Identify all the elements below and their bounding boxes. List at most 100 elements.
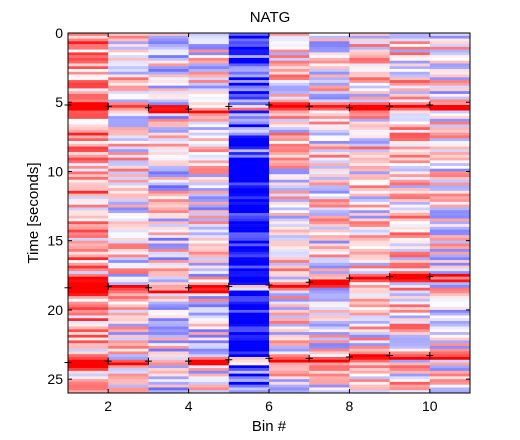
heatmap-cell: [429, 276, 471, 280]
heatmap-cell: [309, 329, 350, 333]
heatmap-cell: [349, 304, 390, 308]
heatmap-cell: [389, 165, 431, 169]
heatmap-cell: [389, 124, 431, 128]
heatmap-cell: [389, 390, 431, 394]
heatmap-cell: [68, 102, 109, 106]
heatmap-cell: [108, 307, 149, 311]
heatmap-cell: [68, 215, 109, 219]
heatmap-cell: [309, 77, 350, 81]
heatmap-cell: [228, 82, 270, 86]
heatmap-cell: [349, 368, 390, 372]
heatmap-cell: [228, 171, 270, 175]
heatmap-cell: [228, 246, 270, 250]
heatmap-cell: [148, 254, 189, 258]
heatmap-cell: [68, 77, 109, 81]
heatmap-cell: [429, 370, 471, 374]
heatmap-cell: [309, 171, 350, 175]
heatmap-cell: [389, 190, 431, 194]
heatmap-cell: [108, 213, 149, 217]
heatmap-cell: [269, 174, 310, 178]
heatmap-cell: [429, 157, 471, 161]
heatmap-cell: [228, 182, 270, 186]
heatmap-cell: [349, 321, 390, 325]
heatmap-cell: [228, 390, 270, 394]
heatmap-cell: [349, 52, 390, 56]
heatmap-cell: [228, 290, 270, 294]
heatmap-cell: [429, 290, 471, 294]
heatmap-cell: [309, 182, 350, 186]
heatmap-cell: [389, 182, 431, 186]
heatmap-cell: [228, 121, 270, 125]
heatmap-cell: [309, 44, 350, 48]
heatmap-cell: [188, 290, 230, 294]
heatmap-cell: [389, 226, 431, 230]
heatmap-cell: [309, 60, 350, 64]
heatmap-cell: [349, 384, 390, 388]
heatmap-cell: [108, 240, 149, 244]
heatmap-cell: [148, 46, 189, 50]
heatmap-cell: [309, 251, 350, 255]
heatmap-cell: [148, 93, 189, 97]
heatmap-cell: [148, 168, 189, 172]
heatmap-cell: [188, 265, 230, 269]
heatmap-cell: [68, 365, 109, 369]
heatmap-cell: [309, 102, 350, 106]
heatmap-cell: [228, 334, 270, 338]
heatmap-cell: [228, 71, 270, 75]
heatmap-cell: [349, 373, 390, 377]
heatmap-cell: [108, 41, 149, 45]
heatmap-cell: [68, 199, 109, 203]
heatmap-cell: [269, 287, 310, 291]
heatmap-cell: [68, 82, 109, 86]
heatmap-cell: [148, 307, 189, 311]
heatmap-cell: [108, 74, 149, 78]
heatmap-cell: [188, 215, 230, 219]
heatmap-cell: [349, 185, 390, 189]
heatmap-cell: [349, 298, 390, 302]
heatmap-cell: [188, 96, 230, 100]
heatmap-cell: [429, 71, 471, 75]
heatmap-cell: [269, 188, 310, 192]
heatmap-cell: [349, 235, 390, 239]
heatmap-cell: [309, 127, 350, 131]
heatmap-cell: [309, 193, 350, 197]
heatmap-cell: [108, 185, 149, 189]
heatmap-cell: [68, 201, 109, 205]
heatmap-cell: [309, 387, 350, 391]
heatmap-cell: [429, 88, 471, 92]
heatmap-cell: [68, 262, 109, 266]
heatmap-cell: [68, 132, 109, 136]
heatmap-cell: [269, 312, 310, 316]
heatmap-cell: [429, 301, 471, 305]
heatmap-cell: [68, 329, 109, 333]
heatmap-cell: [429, 384, 471, 388]
heatmap-cell: [269, 85, 310, 89]
heatmap-cell: [309, 116, 350, 120]
heatmap-cell: [228, 160, 270, 164]
heatmap-cell: [188, 118, 230, 122]
heatmap-cell: [309, 296, 350, 300]
heatmap-cell: [269, 262, 310, 266]
heatmap-cell: [309, 345, 350, 349]
heatmap-cell: [349, 190, 390, 194]
event-marker: [386, 273, 394, 281]
heatmap-cell: [228, 46, 270, 50]
event-marker: [305, 102, 313, 110]
heatmap-cell: [429, 240, 471, 244]
heatmap-cell: [108, 63, 149, 67]
heatmap-cell: [108, 160, 149, 164]
heatmap-cell: [228, 74, 270, 78]
heatmap-cell: [349, 370, 390, 374]
heatmap-cell: [188, 157, 230, 161]
heatmap-cell: [429, 265, 471, 269]
heatmap-cell: [309, 149, 350, 153]
heatmap-cell: [68, 368, 109, 372]
heatmap-cell: [108, 138, 149, 142]
heatmap-cell: [108, 121, 149, 125]
heatmap-cell: [269, 235, 310, 239]
heatmap-cell: [188, 348, 230, 352]
heatmap-cell: [269, 224, 310, 228]
heatmap-cell: [429, 193, 471, 197]
heatmap-cell: [349, 179, 390, 183]
heatmap-cell: [108, 149, 149, 153]
